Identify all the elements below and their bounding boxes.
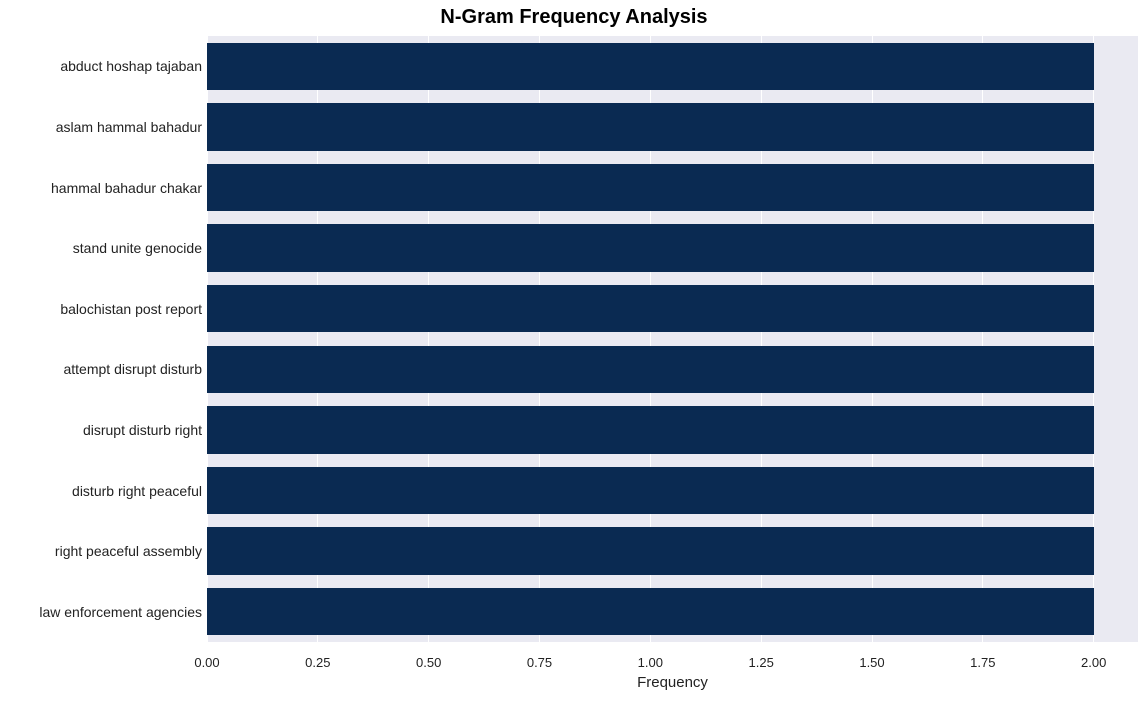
- x-axis-tick-label: 2.00: [1081, 655, 1106, 670]
- y-axis-label: right peaceful assembly: [55, 543, 202, 559]
- chart-title: N-Gram Frequency Analysis: [0, 6, 1148, 29]
- ngram-frequency-chart: N-Gram Frequency Analysis abduct hoshap …: [0, 0, 1148, 701]
- x-axis-tick-label: 0.00: [194, 655, 219, 670]
- x-axis-tick-label: 1.25: [749, 655, 774, 670]
- bar: [207, 527, 1094, 574]
- bar: [207, 406, 1094, 453]
- bar: [207, 285, 1094, 332]
- bar: [207, 164, 1094, 211]
- x-axis-tick-label: 0.25: [305, 655, 330, 670]
- y-axis-label: attempt disrupt disturb: [63, 361, 202, 377]
- x-axis-tick-label: 0.75: [527, 655, 552, 670]
- x-axis-tick-label: 1.00: [638, 655, 663, 670]
- y-axis-label: aslam hammal bahadur: [56, 119, 202, 135]
- y-axis-label: disturb right peaceful: [72, 483, 202, 499]
- plot-area: [207, 36, 1138, 642]
- bar: [207, 467, 1094, 514]
- bar: [207, 588, 1094, 635]
- y-axis-label: stand unite genocide: [73, 240, 202, 256]
- y-axis-label: disrupt disturb right: [83, 422, 202, 438]
- y-axis-label: balochistan post report: [60, 301, 202, 317]
- y-axis-label: hammal bahadur chakar: [51, 180, 202, 196]
- x-axis-tick-label: 1.50: [859, 655, 884, 670]
- x-axis-title: Frequency: [207, 674, 1138, 691]
- bar: [207, 346, 1094, 393]
- y-axis-label: law enforcement agencies: [39, 604, 202, 620]
- bar: [207, 224, 1094, 271]
- x-axis-tick-label: 1.75: [970, 655, 995, 670]
- x-axis-tick-label: 0.50: [416, 655, 441, 670]
- bar: [207, 103, 1094, 150]
- y-axis-label: abduct hoshap tajaban: [60, 58, 202, 74]
- bar: [207, 43, 1094, 90]
